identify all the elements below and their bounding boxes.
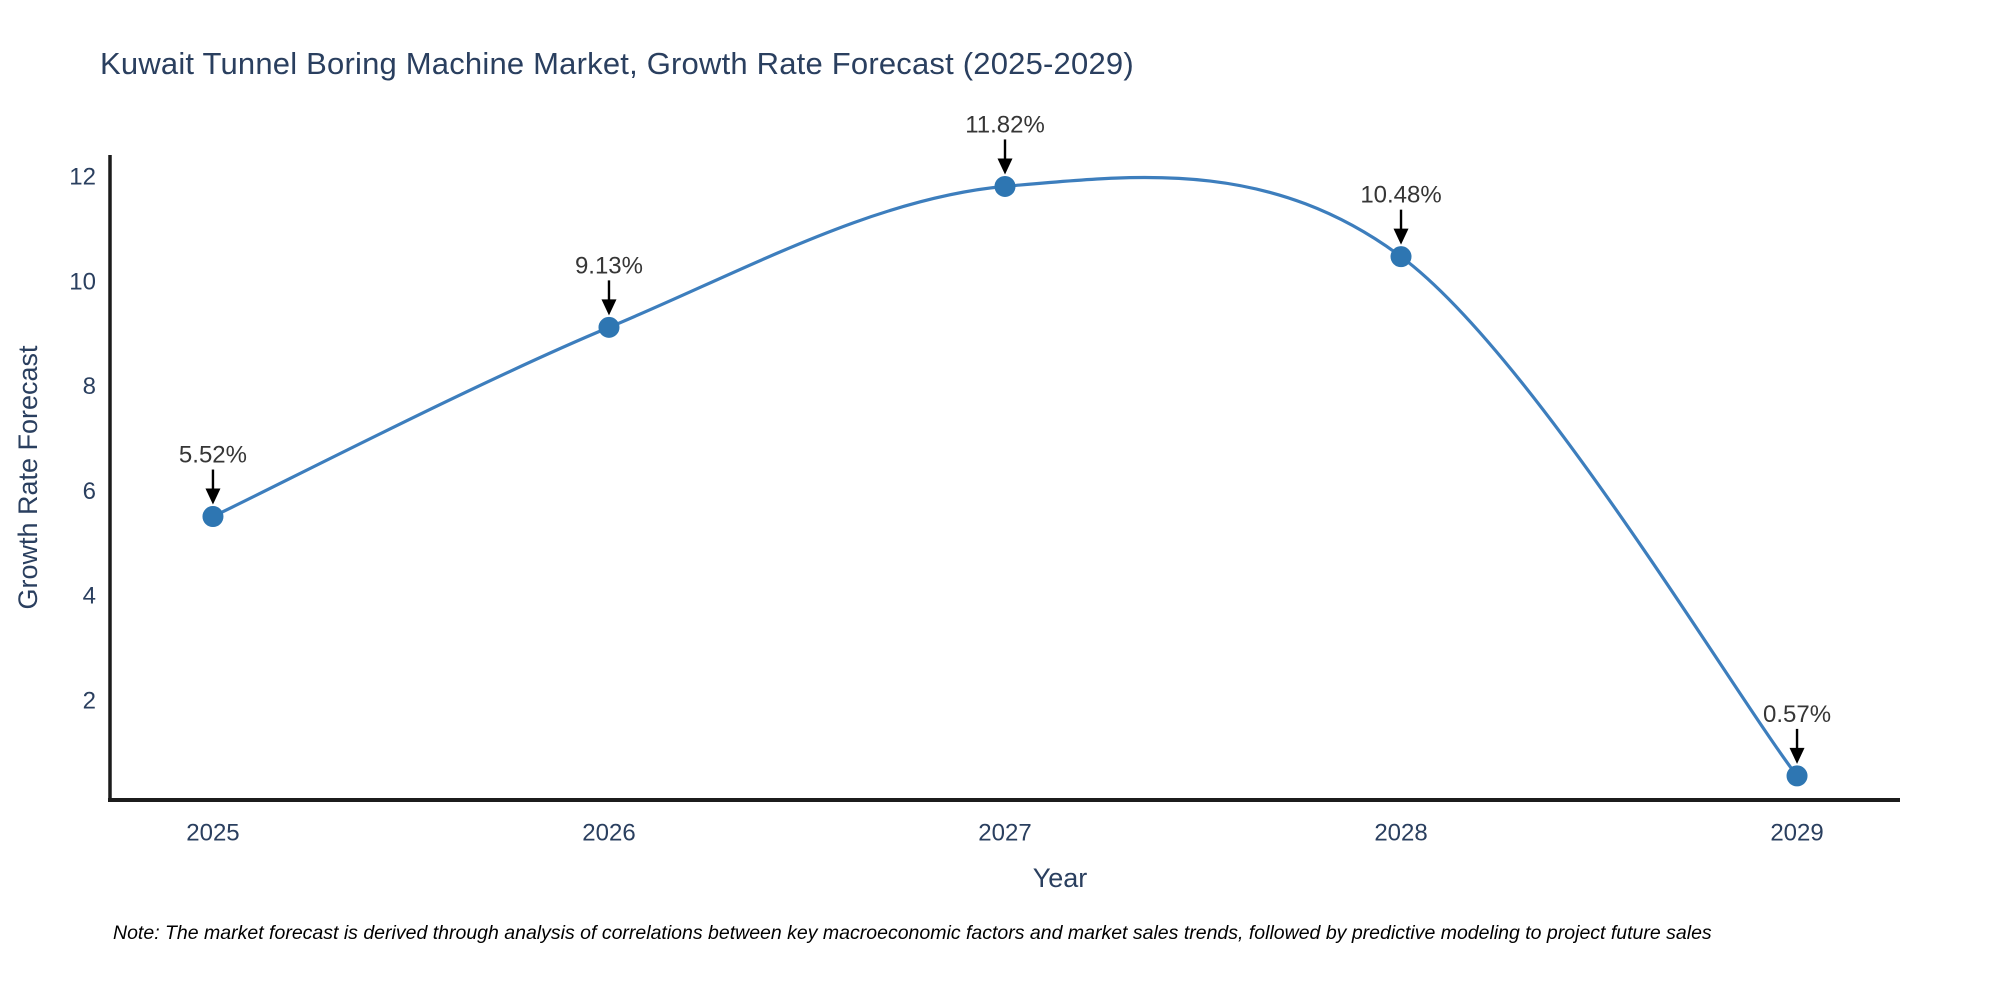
x-tick-label: 2026 [582, 820, 635, 847]
y-tick-label: 12 [69, 164, 96, 191]
y-tick-label: 6 [83, 478, 96, 505]
annotation-arrowhead [1789, 747, 1805, 764]
y-axis-title: Growth Rate Forecast [13, 345, 43, 610]
annotation-arrowhead [601, 299, 617, 316]
annotation-arrowhead [997, 158, 1013, 175]
x-tick-label: 2025 [186, 820, 239, 847]
x-tick-label: 2028 [1374, 820, 1427, 847]
annotation-arrowhead [1393, 228, 1409, 245]
forecast-line [211, 175, 1799, 778]
data-point-marker[interactable] [202, 506, 224, 528]
annotation-arrowhead [205, 488, 221, 505]
x-tick-label: 2029 [1770, 820, 1823, 847]
data-point-label: 5.52% [179, 442, 247, 469]
data-point-marker[interactable] [1786, 765, 1808, 787]
y-tick-label: 2 [83, 687, 96, 714]
data-point-label: 11.82% [965, 111, 1045, 138]
y-tick-label: 10 [69, 268, 96, 295]
x-tick-label: 2027 [978, 820, 1031, 847]
data-point-label: 10.48% [1360, 182, 1441, 209]
data-point-label: 0.57% [1763, 701, 1831, 728]
data-point-marker[interactable] [994, 175, 1016, 197]
data-point-marker[interactable] [1390, 246, 1412, 268]
chart-title: Kuwait Tunnel Boring Machine Market, Gro… [100, 46, 1134, 81]
y-tick-label: 8 [83, 373, 96, 400]
data-point-label: 9.13% [575, 252, 643, 279]
data-point-marker[interactable] [598, 316, 620, 338]
footnote: Note: The market forecast is derived thr… [113, 922, 1712, 944]
x-axis-title: Year [1033, 863, 1088, 893]
y-tick-label: 4 [83, 583, 96, 610]
